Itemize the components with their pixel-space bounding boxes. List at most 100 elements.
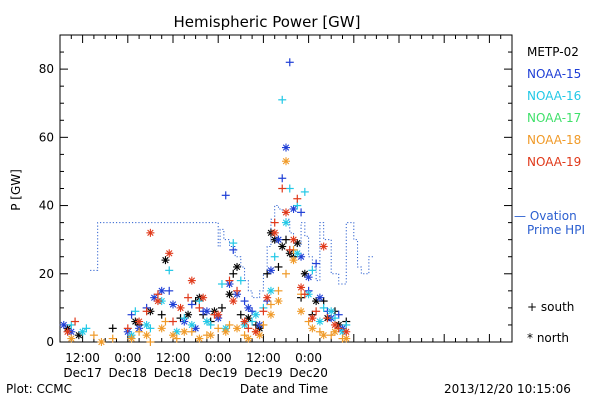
star-arm xyxy=(267,287,275,295)
x-tick-date-label: Dec17 xyxy=(63,366,102,380)
legend-entry: NOAA-19 xyxy=(527,155,581,169)
noaa-18-north-point xyxy=(233,324,242,333)
noaa-19-north-point xyxy=(187,276,196,285)
legend-north: * north xyxy=(527,331,569,345)
noaa-19-north-point xyxy=(342,327,351,336)
legend-ovation-line1: — Ovation xyxy=(514,209,577,223)
noaa-19-north-point xyxy=(308,314,317,323)
noaa-19-north-point xyxy=(251,327,260,336)
noaa-15-south-point xyxy=(312,259,321,268)
x-tick-time-label: 12:00 xyxy=(156,351,191,365)
noaa-19-south-point xyxy=(169,317,177,326)
noaa-19-north-point xyxy=(165,249,174,258)
noaa-15-north-point xyxy=(274,235,283,244)
noaa-16-south-point xyxy=(342,320,351,329)
noaa-19-north-point xyxy=(263,293,272,302)
noaa-19-south-point xyxy=(300,290,309,299)
legend-south: + south xyxy=(527,300,574,314)
noaa-15-south-point xyxy=(278,174,287,183)
noaa-15-north-point xyxy=(315,293,324,302)
noaa-19-south-point xyxy=(184,293,193,302)
noaa-18-north-point xyxy=(142,331,151,340)
noaa-18-south-point xyxy=(274,286,283,295)
star-arm xyxy=(188,277,196,284)
y-tick-label: 20 xyxy=(39,267,54,281)
metp-02-south-point xyxy=(157,310,166,319)
star-arm xyxy=(343,328,350,335)
x-tick-date-label: Dec19 xyxy=(199,366,238,380)
star-arm xyxy=(158,325,165,332)
metp-02-south-point xyxy=(236,310,245,319)
metp-02-north-point xyxy=(225,290,234,299)
noaa-16-south-point xyxy=(82,324,91,333)
star-arm xyxy=(316,294,324,301)
noaa-16-north-point xyxy=(251,310,260,319)
noaa-15-south-point xyxy=(229,245,238,254)
metp-02-south-point xyxy=(108,324,117,333)
noaa-18-south-point xyxy=(187,327,196,336)
star-arm xyxy=(245,304,252,312)
noaa-18-north-point xyxy=(67,334,76,343)
noaa-18-south-point xyxy=(259,320,268,329)
noaa-19-north-point xyxy=(146,228,155,237)
noaa-16-north-point xyxy=(315,317,324,326)
noaa-15-south-point xyxy=(165,286,174,295)
noaa-16-south-point xyxy=(330,314,339,323)
noaa-16-south-point xyxy=(308,266,317,275)
noaa-18-south-point xyxy=(146,338,155,346)
noaa-15-north-point xyxy=(282,143,290,152)
star-arm xyxy=(271,229,278,237)
noaa-16-south-point xyxy=(285,184,294,193)
noaa-18-north-point xyxy=(206,331,215,340)
noaa-15-north-point xyxy=(304,273,313,282)
noaa-18-south-point xyxy=(327,331,336,340)
star-arm xyxy=(331,328,339,335)
star-arm xyxy=(252,311,260,318)
noaa-18-north-point xyxy=(180,327,189,336)
star-arm xyxy=(245,335,252,342)
noaa-19-south-point xyxy=(285,245,294,254)
star-arm xyxy=(154,297,162,305)
noaa-16-south-point xyxy=(165,266,174,275)
metp-02-north-point xyxy=(161,256,170,265)
x-tick-date-label: Dec18 xyxy=(154,366,193,380)
noaa-15-south-point xyxy=(285,58,294,67)
noaa-18-south-point xyxy=(161,317,170,326)
noaa-16-north-point xyxy=(187,320,196,329)
star-arm xyxy=(290,205,297,213)
star-arm xyxy=(143,331,150,339)
star-arm xyxy=(309,325,316,332)
star-arm xyxy=(320,243,327,250)
noaa-19-north-point xyxy=(319,242,328,251)
x-tick-time-label: 12:00 xyxy=(65,351,100,365)
legend-entry: METP-02 xyxy=(527,45,579,59)
y-tick-label: 40 xyxy=(39,199,54,213)
x-tick-time-label: 0:00 xyxy=(205,351,232,365)
metp-02-south-point xyxy=(274,262,283,271)
star-arm xyxy=(184,311,192,318)
x-axis: 12:00Dec170:00Dec1812:00Dec180:00Dec1912… xyxy=(59,35,513,380)
noaa-15-north-point xyxy=(59,320,68,329)
metp-02-south-point xyxy=(263,269,272,278)
noaa-18-north-point xyxy=(195,334,204,343)
star-arm xyxy=(233,325,241,332)
legend-entry: NOAA-18 xyxy=(527,133,581,147)
noaa-18-north-point xyxy=(169,331,177,340)
noaa-15-south-point xyxy=(334,310,343,319)
x-tick-time-label: 0:00 xyxy=(295,351,322,365)
star-arm xyxy=(294,239,301,247)
star-arm xyxy=(275,297,282,305)
noaa-19-south-point xyxy=(142,307,151,316)
noaa-15-south-point xyxy=(187,300,196,309)
noaa-19-south-point xyxy=(71,317,80,326)
noaa-16-north-point xyxy=(266,286,275,295)
star-arm xyxy=(327,308,335,315)
noaa-15-north-point xyxy=(202,307,211,316)
noaa-16-north-point xyxy=(78,327,87,336)
noaa-18-north-point xyxy=(289,256,298,265)
x-tick-date-label: Dec20 xyxy=(289,366,328,380)
star-arm xyxy=(188,321,196,329)
star-arm xyxy=(331,321,339,329)
noaa-19-south-point xyxy=(259,307,268,316)
noaa-18-south-point xyxy=(89,331,98,340)
